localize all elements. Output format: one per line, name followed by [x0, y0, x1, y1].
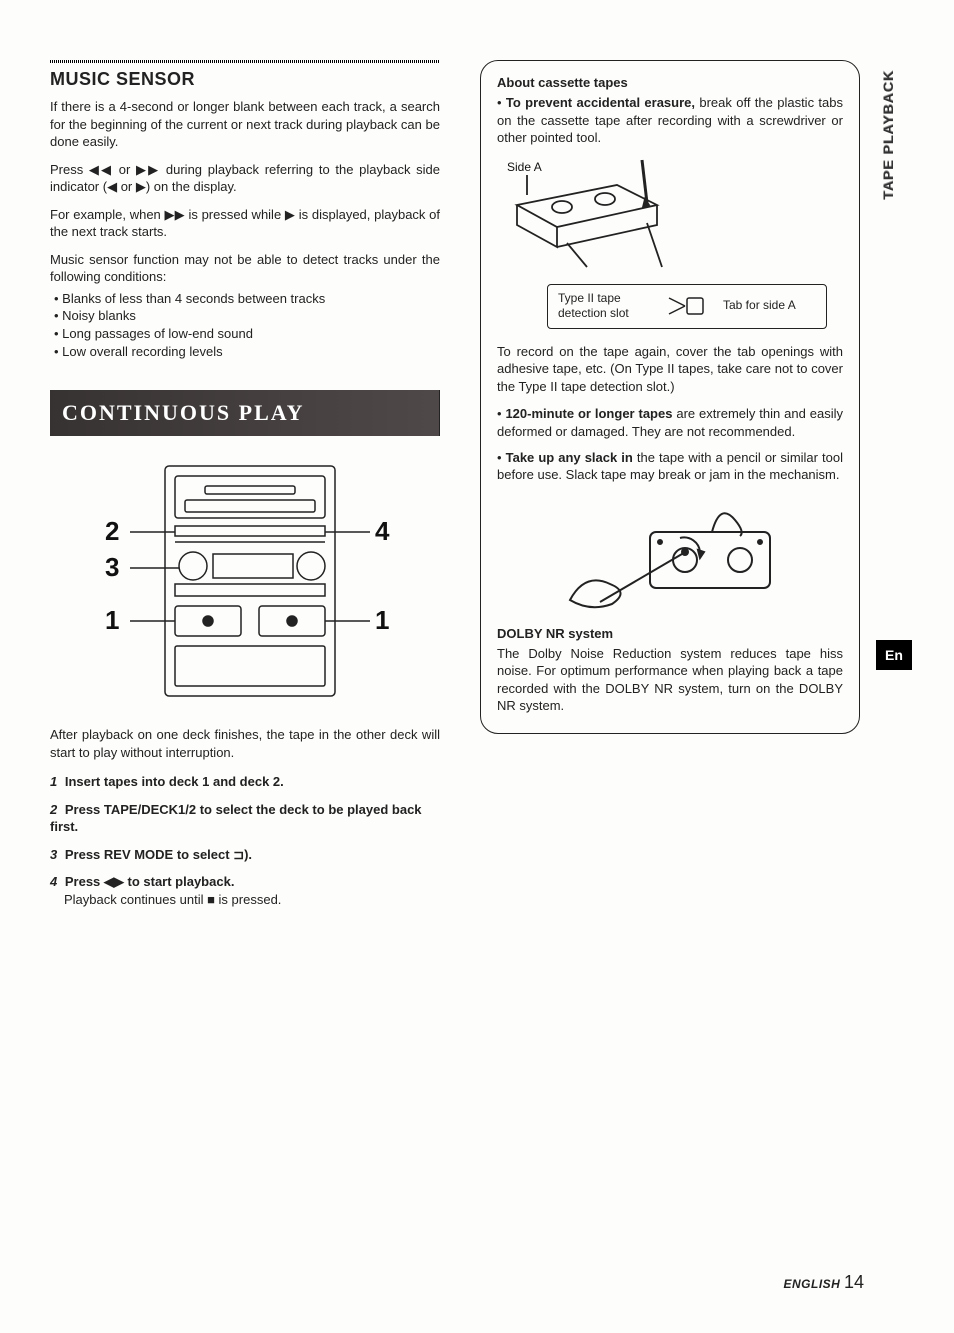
- about-b3-lead: Take up any slack in: [506, 450, 633, 465]
- step-4-text: Press ◀▶ to start playback.: [65, 874, 235, 889]
- ms-bullet-4: Low overall recording levels: [54, 343, 440, 361]
- ms-bullet-3: Long passages of low-end sound: [54, 325, 440, 343]
- step-1: 1 Insert tapes into deck 1 and deck 2.: [50, 773, 440, 791]
- callout-1-left: 1: [105, 605, 119, 635]
- footer-page: 14: [844, 1272, 864, 1292]
- callout-4: 4: [375, 516, 390, 546]
- step-2-num: 2: [50, 802, 57, 817]
- music-sensor-heading: MUSIC SENSOR: [50, 69, 440, 90]
- language-tab: En: [876, 640, 912, 670]
- about-cassette-box: About cassette tapes To prevent accident…: [480, 60, 860, 734]
- ms-para-3: For example, when ▶▶ is pressed while ▶ …: [50, 206, 440, 241]
- divider-bar: [50, 60, 440, 63]
- callout-2: 2: [105, 516, 119, 546]
- about-b2: 120-minute or longer tapes are extremely…: [497, 405, 843, 440]
- ms-bullet-2: Noisy blanks: [54, 307, 440, 325]
- side-a-label: Side A: [507, 160, 542, 174]
- step-3-num: 3: [50, 847, 57, 862]
- type2-label: Type II tape detection slot: [558, 291, 651, 322]
- steps-list: 1 Insert tapes into deck 1 and deck 2. 2…: [50, 773, 440, 908]
- step-1-text: Insert tapes into deck 1 and deck 2.: [65, 774, 284, 789]
- ms-para-4: Music sensor function may not be able to…: [50, 251, 440, 286]
- step-3: 3 Press REV MODE to select ⊐).: [50, 846, 440, 864]
- side-tab: TAPE PLAYBACK: [880, 70, 904, 203]
- tab-label: Tab for side A: [723, 298, 816, 314]
- step-4-sub: Playback continues until ■ is pressed.: [64, 891, 440, 909]
- right-column: About cassette tapes To prevent accident…: [480, 60, 860, 918]
- dolby-heading: DOLBY NR system: [497, 626, 843, 641]
- ms-bullet-1: Blanks of less than 4 seconds between tr…: [54, 290, 440, 308]
- dolby-body: The Dolby Noise Reduction system reduces…: [497, 645, 843, 715]
- about-b1: To prevent accidental erasure, break off…: [497, 94, 843, 147]
- ms-para-2: Press ◀◀ or ▶▶ during playback referring…: [50, 161, 440, 196]
- step-4: 4 Press ◀▶ to start playback. Playback c…: [50, 873, 440, 908]
- step-2-text: Press TAPE/DECK1/2 to select the deck to…: [50, 802, 422, 835]
- step-3-text: Press REV MODE to select ⊐).: [65, 847, 252, 862]
- about-b3: Take up any slack in the tape with a pen…: [497, 449, 843, 484]
- step-4-num: 4: [50, 874, 57, 889]
- ms-bullets: Blanks of less than 4 seconds between tr…: [54, 290, 440, 360]
- about-b1-lead: To prevent accidental erasure,: [506, 95, 695, 110]
- cassette-label-box: Type II tape detection slot Tab for side…: [547, 284, 827, 329]
- page-footer: ENGLISH 14: [784, 1272, 865, 1293]
- side-tab-label: TAPE PLAYBACK: [880, 70, 896, 200]
- deck-diagram: 2 3 1 4 1: [75, 456, 415, 716]
- tab-icon: [667, 292, 707, 320]
- callout-1-right: 1: [375, 605, 389, 635]
- callout-3: 3: [105, 552, 119, 582]
- footer-language: ENGLISH: [784, 1277, 841, 1291]
- step-2: 2 Press TAPE/DECK1/2 to select the deck …: [50, 801, 440, 836]
- about-heading: About cassette tapes: [497, 75, 843, 90]
- language-tab-text: En: [885, 647, 903, 663]
- about-b2-lead: 120-minute or longer tapes: [505, 406, 672, 421]
- cassette-diagram: Side A: [497, 155, 707, 270]
- continuous-after: After playback on one deck finishes, the…: [50, 726, 440, 761]
- pencil-diagram: [540, 492, 800, 612]
- step-1-num: 1: [50, 774, 57, 789]
- left-column: MUSIC SENSOR If there is a 4-second or l…: [50, 60, 440, 918]
- about-after-cassette: To record on the tape again, cover the t…: [497, 343, 843, 396]
- continuous-play-title: CONTINUOUS PLAY: [50, 390, 440, 436]
- ms-para-1: If there is a 4-second or longer blank b…: [50, 98, 440, 151]
